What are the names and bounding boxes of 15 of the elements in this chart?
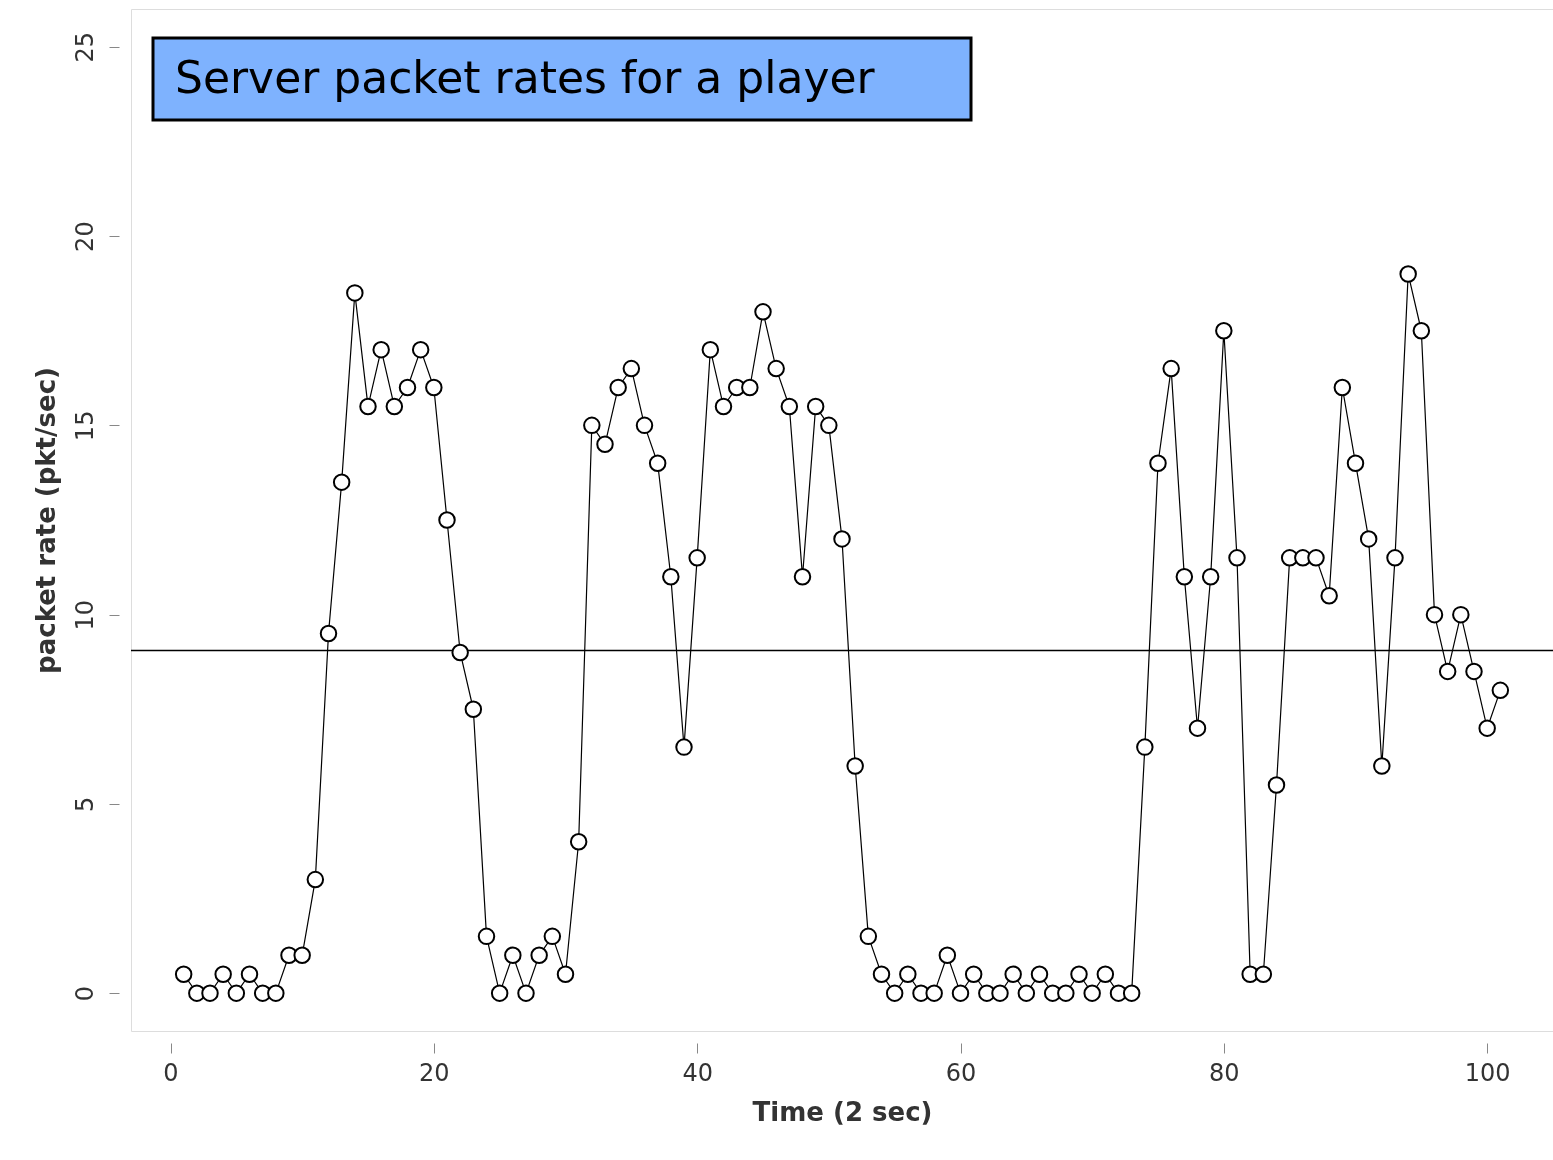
x-tick-label: 60 [945, 1058, 977, 1087]
y-tick-label: 20 [70, 221, 99, 252]
x-tick-label: 0 [163, 1058, 179, 1087]
x-tick-label: 80 [1209, 1058, 1240, 1087]
y-tick-label: 0 [70, 986, 99, 1002]
y-axis-title: packet rate (pkt/sec) [30, 367, 61, 674]
y-tick-label: 25 [70, 32, 99, 63]
x-tick-label: 20 [419, 1058, 450, 1087]
y-tick-label: 5 [70, 796, 99, 813]
x-tick-label: 40 [682, 1058, 713, 1087]
y-tick-label: 10 [70, 599, 99, 631]
x-axis-title: Time (2 sec) [752, 1096, 933, 1127]
x-tick-label: 100 [1464, 1058, 1511, 1087]
y-tick-label: 15 [70, 410, 99, 442]
text: Server packet rates for a player [175, 52, 876, 103]
